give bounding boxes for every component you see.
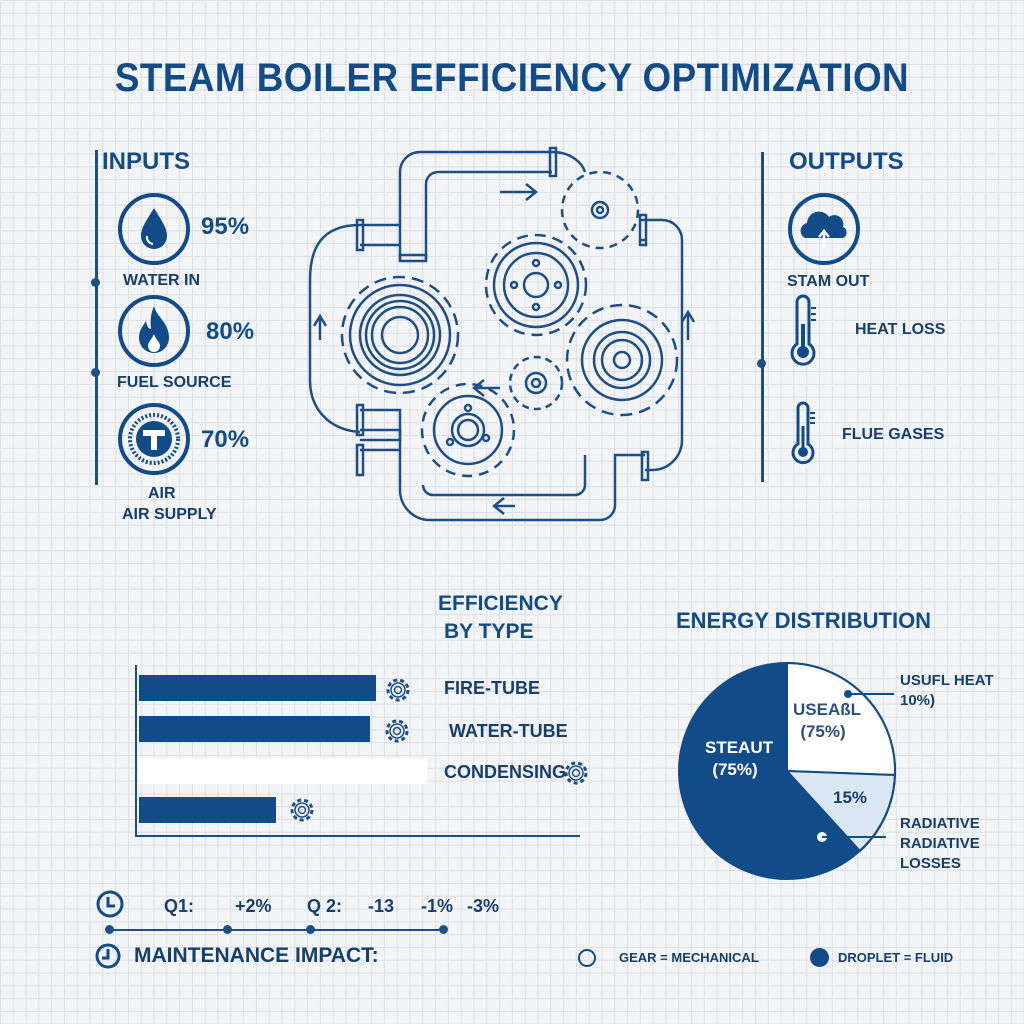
pie-slice-useful-label: USEAßL [793,700,861,719]
callout-radiative-line3: LOSSES [900,855,961,872]
clock-icon [96,890,124,918]
pie-slice-steam-label: STEAUT [705,738,773,757]
pie-label-steam: STEAUT (75%) [705,737,773,781]
outputs-divider [761,152,764,482]
boiler-gear-pipe-diagram [308,146,696,522]
callout-radiative-line2: RADIATIVE [900,835,980,852]
water-in-value: 95% [201,213,250,240]
timeline-q1-value: +2% [235,896,272,916]
thermometer-icon [791,401,815,465]
gear-icon [386,678,410,702]
timeline-q2-value: -13 [368,896,395,916]
gear-icon [290,798,314,822]
timeline-q2: Q 2: [307,896,343,916]
flue-gases-label: FLUE GASES [842,426,945,443]
fuel-source-label: FUEL SOURCE [117,374,232,391]
fuel-source-value: 80% [206,318,255,345]
heat-loss-label: HEAT LOSS [855,321,946,338]
timeline-line [109,929,445,931]
efficiency-heading-line1: EFFICIENCY [438,592,563,615]
air-label-line1: AIR [148,485,176,502]
water-in-label: WATER IN [123,272,201,289]
bar-label-condensing: CONDENSING [444,762,567,782]
air-gear-icon [118,403,190,475]
legend-droplet-label: DROPLET = FLUID [838,950,954,965]
bar-chart-y-axis [135,665,137,837]
inputs-divider-node [91,278,100,287]
water-drop-icon [118,193,190,265]
maintenance-impact-label: MAINTENANCE IMPACT: [134,944,379,967]
air-supply-label: AIR SUPPLY [122,506,217,523]
energy-heading: ENERGY DISTRIBUTION [676,608,932,633]
bar-fire-tube [139,675,376,701]
inputs-heading: INPUTS [102,148,191,175]
outputs-heading: OUTPUTS [789,148,904,175]
steam-out-label: STAM OUT [787,273,870,290]
timeline-value-1: -1% [421,896,454,916]
bar-label-fire-tube: FIRE-TUBE [444,678,540,698]
energy-pie-chart [678,661,897,880]
bar-chart-x-axis [135,835,580,837]
callout-useful-line1: USUFL HEAT [900,672,994,689]
timeline-node [306,925,315,934]
legend-gear-label: GEAR = MECHANICAL [619,950,759,965]
page-title: STEAM BOILER EFFICIENCY OPTIMIZATION [114,56,910,100]
clock-icon [95,943,121,969]
bar-label-water-tube: WATER-TUBE [449,721,568,741]
thermometer-icon [790,294,816,366]
callout-useful-heat: USUFL HEAT 10%) [900,671,994,711]
pie-label-useful: USEAßL (75%) [793,699,861,743]
callout-radiative: RADIATIVE RADIATIVE LOSSES [900,814,980,874]
legend-droplet-marker [810,948,829,967]
callout-radiative-line1: RADIATIVE [900,815,980,832]
outputs-divider-node [757,359,766,368]
callout-useful-line2: 10%) [900,692,936,709]
efficiency-heading-line2: BY TYPE [444,620,534,643]
timeline-value-2: -3% [467,896,500,916]
timeline-q1: Q1: [164,896,195,916]
steam-cloud-icon [788,193,860,265]
gear-icon [564,761,588,785]
timeline-node [439,925,448,934]
bar-water-tube [139,716,370,742]
timeline-node [223,925,232,934]
flame-icon [118,295,190,367]
bar-unlabeled [139,797,276,823]
pie-slice-steam-value: (75%) [712,760,758,779]
inputs-divider [95,150,98,485]
pie-slice-radiative-value: 15% [833,788,868,807]
legend-gear-marker [578,949,596,967]
bar-condensing [139,758,427,784]
timeline-node [105,925,114,934]
inputs-divider-node [91,368,100,377]
pie-slice-useful-value: (75%) [800,722,846,741]
gear-icon [385,719,409,743]
air-supply-value: 70% [201,426,250,453]
